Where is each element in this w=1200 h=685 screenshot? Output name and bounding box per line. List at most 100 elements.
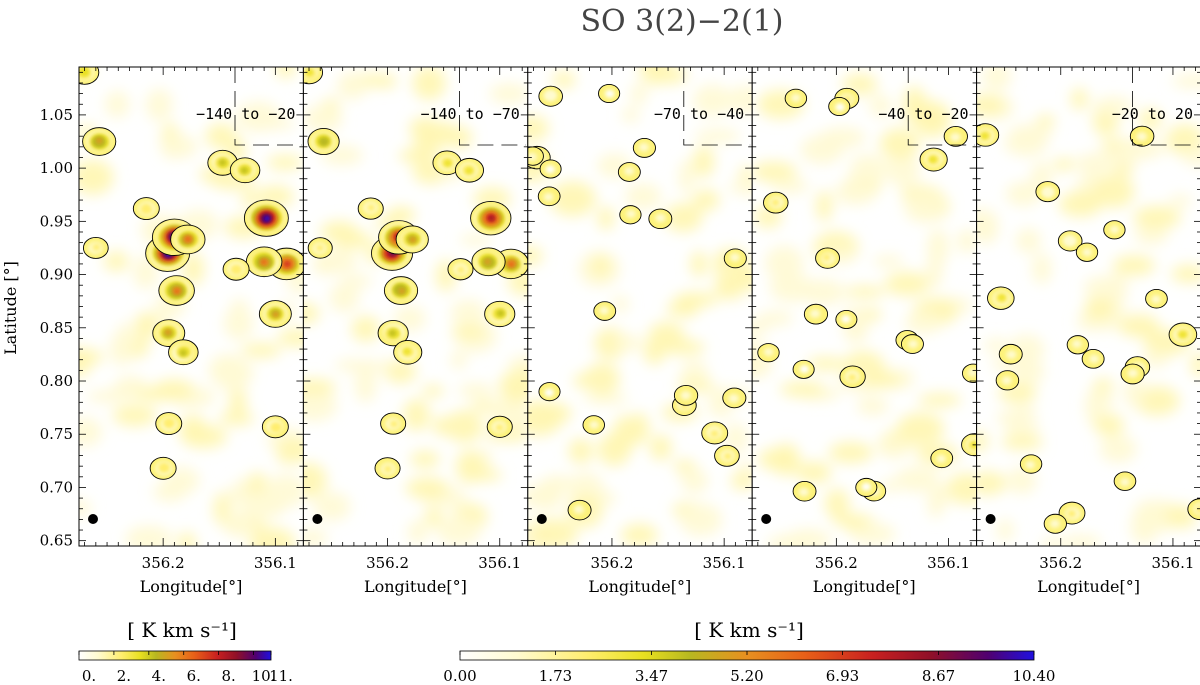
- diffuse-blob: [1003, 130, 1048, 157]
- clump: [454, 157, 484, 183]
- minor-ticks: [752, 67, 977, 546]
- clump: [1129, 125, 1155, 147]
- velocity-range-label: −140 to −70: [420, 105, 519, 123]
- clump: [998, 343, 1023, 365]
- x-axis-label: Longitude[°]: [1037, 577, 1140, 596]
- colorbar-tick-label: 1.73: [539, 667, 572, 685]
- intensity-level: [589, 420, 600, 429]
- clump: [168, 339, 199, 366]
- intensity-level: [626, 209, 636, 218]
- clump: [207, 149, 238, 176]
- diffuse-blob: [692, 146, 715, 178]
- diffuse-blob: [692, 84, 732, 117]
- diffuse-blob: [757, 310, 794, 326]
- intensity-level: [388, 330, 396, 337]
- clump: [243, 199, 289, 237]
- diffuse-blob: [499, 370, 528, 403]
- intensity-level: [936, 454, 947, 463]
- clump: [714, 444, 740, 467]
- intensity-level: [1049, 519, 1060, 528]
- diffuse-blob: [925, 256, 944, 289]
- intensity-level: [315, 244, 324, 252]
- colorbar-tick-label: 6.93: [826, 667, 859, 685]
- intensity-level: [142, 204, 150, 211]
- intensity-level: [1195, 506, 1200, 513]
- diffuse-blob: [884, 271, 931, 297]
- x-axis-label: Longitude[°]: [588, 577, 691, 596]
- clump: [1113, 471, 1137, 491]
- clump: [632, 137, 656, 158]
- diffuse-blob: [303, 528, 328, 546]
- intensity-level: [604, 89, 615, 98]
- diffuse-blob: [945, 472, 977, 505]
- diffuse-blob: [445, 410, 483, 443]
- clump: [598, 83, 621, 104]
- clump: [447, 258, 474, 281]
- diffuse-blob: [752, 161, 797, 183]
- colorbar-tick-label: 10.: [252, 667, 276, 685]
- clump: [155, 412, 183, 436]
- diffuse-blob: [828, 441, 874, 464]
- intensity-level: [790, 93, 801, 102]
- intensity-level: [1067, 510, 1077, 518]
- diffuse-blob: [1001, 434, 1044, 451]
- diffuse-blob: [995, 410, 1022, 424]
- emission-clumps: [757, 87, 977, 502]
- diffuse-blob: [678, 159, 695, 195]
- clump: [383, 276, 419, 305]
- colorbar-2: [ K km s⁻¹] 0.00 1.73 3.47 5.20 6.93 8.67 10.40: [443, 618, 1055, 685]
- diffuse-blob: [160, 134, 198, 159]
- clump: [962, 363, 977, 383]
- panel-3: −70 to −40 356.2 356.1 Longitude[°]: [527, 66, 753, 596]
- clump: [961, 433, 977, 457]
- velocity-range-label: −20 to 20: [1112, 105, 1193, 123]
- diffuse-blob: [402, 398, 430, 432]
- colorbar-tick-label: 2.: [117, 667, 131, 685]
- intensity-level: [967, 368, 977, 377]
- intensity-level: [366, 204, 376, 212]
- diffuse-blob: [275, 67, 296, 79]
- diffuse-blob: [534, 478, 564, 510]
- intensity-level: [398, 288, 405, 294]
- beam-marker: [536, 514, 547, 524]
- clump: [987, 286, 1015, 310]
- diffuse-blob: [1058, 191, 1103, 218]
- intensity-level: [1072, 339, 1082, 348]
- intensity-level: [798, 487, 810, 497]
- diffuse-blob: [917, 393, 962, 407]
- intensity-level: [822, 254, 831, 261]
- diffuse-blob: [436, 514, 481, 546]
- colorbar-label: [ K km s⁻¹]: [127, 618, 237, 642]
- diffuse-blob: [450, 325, 487, 340]
- diffuse-blob: [459, 233, 493, 247]
- diffuse-blob: [620, 523, 659, 546]
- clump: [792, 481, 817, 502]
- intensity-level: [1120, 477, 1130, 487]
- clump: [432, 150, 462, 176]
- clump: [593, 301, 617, 321]
- label-box: [459, 67, 526, 146]
- x-tick-label: 356.1: [927, 554, 970, 572]
- intensity-level: [184, 236, 191, 242]
- diffuse-blob: [738, 166, 753, 180]
- y-tick-label: 0.90: [40, 266, 73, 284]
- x-tick-label: 356.2: [142, 554, 185, 572]
- chart-title: SO 3(2)−2(1): [581, 4, 784, 39]
- diffuse-blob: [103, 250, 129, 272]
- clump: [673, 384, 699, 406]
- emission-clumps: [976, 123, 1200, 534]
- diffuse-blob: [421, 384, 445, 397]
- diffuse-blob: [982, 67, 1012, 91]
- diffuse-blob: [407, 519, 429, 545]
- intensity-level: [272, 423, 280, 430]
- clump: [82, 127, 117, 156]
- panel-4: −40 to −20 356.2 356.1 Longitude[°]: [751, 66, 978, 596]
- intensity-level: [527, 152, 537, 162]
- diffuse-blob: [219, 411, 255, 426]
- diffuse-blob: [1171, 73, 1200, 89]
- diffuse-blob: [398, 148, 432, 163]
- diffuse-blob: [377, 74, 397, 89]
- clump: [784, 88, 808, 109]
- diffuse-blob: [1139, 108, 1162, 131]
